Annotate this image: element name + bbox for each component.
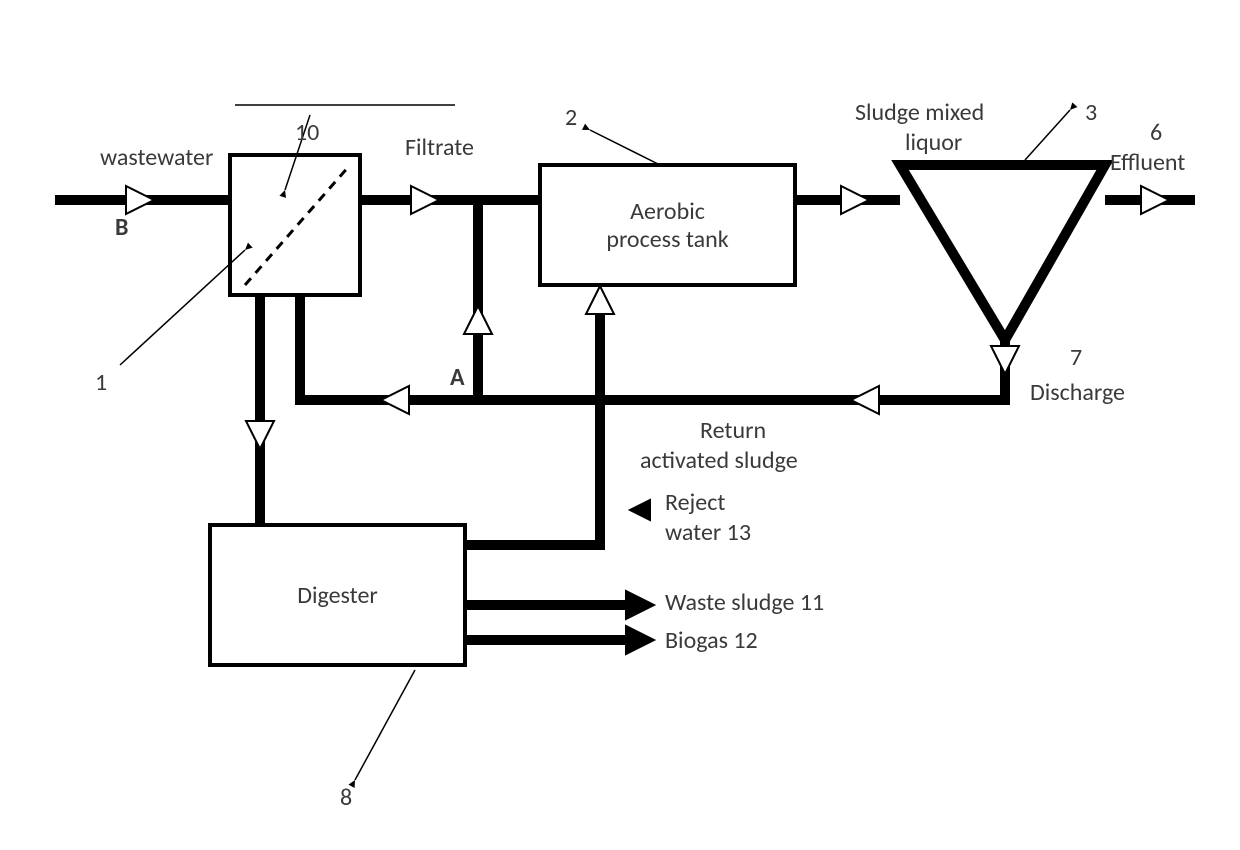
flow-arrow-icon <box>126 186 154 214</box>
aerobic-label-1: Aerobic <box>630 197 705 226</box>
label-n1: 1 <box>95 368 107 397</box>
flow-arrow-icon <box>246 421 274 449</box>
label-effluent: Effluent <box>1110 148 1185 177</box>
label-wastewater: wastewater <box>100 143 213 172</box>
leader-line <box>590 130 660 165</box>
label-A: A <box>450 363 465 392</box>
label-n3: 3 <box>1085 98 1097 127</box>
label-n10: 10 <box>295 118 319 147</box>
flow-arrow-icon <box>626 591 654 619</box>
flow-arrow-icon <box>630 500 650 520</box>
label-filtrate: Filtrate <box>405 133 474 162</box>
label-liquor: liquor <box>905 128 962 157</box>
label-n2: 2 <box>565 103 577 132</box>
leader-line <box>120 250 245 365</box>
label-n6: 6 <box>1150 118 1162 147</box>
label-act_sludge: activated sludge <box>640 446 798 475</box>
aerobic-label-2: process tank <box>606 225 728 254</box>
digester-label: Digester <box>297 581 378 610</box>
leader-arrow-icon <box>1070 102 1077 110</box>
label-discharge: Discharge <box>1030 378 1125 407</box>
label-n8: 8 <box>340 783 352 812</box>
flow-arrow-icon <box>851 386 879 414</box>
flow-arrow-icon <box>626 626 654 654</box>
flow-arrow-icon <box>411 186 439 214</box>
leader-line <box>355 670 415 780</box>
label-waste_sludge: Waste sludge 11 <box>665 588 824 617</box>
flow-arrow-icon <box>586 286 614 314</box>
flow-pipe <box>465 400 600 545</box>
label-sludge_mixed: Sludge mixed <box>855 98 984 127</box>
leader-arrow-icon <box>582 124 590 130</box>
flow-pipe <box>300 295 1005 400</box>
label-reject: Reject <box>665 488 725 517</box>
flow-arrow-icon <box>1141 186 1169 214</box>
label-water13: water 13 <box>665 518 751 547</box>
flow-arrow-icon <box>841 186 869 214</box>
flow-arrow-icon <box>991 346 1019 374</box>
flow-arrow-icon <box>381 386 409 414</box>
label-n7: 7 <box>1070 343 1082 372</box>
label-biogas: Biogas 12 <box>665 626 758 655</box>
leader-line <box>1025 110 1070 160</box>
label-return: Return <box>700 416 766 445</box>
clarifier <box>900 165 1105 340</box>
label-B: B <box>115 213 128 242</box>
flow-arrow-icon <box>464 306 492 334</box>
